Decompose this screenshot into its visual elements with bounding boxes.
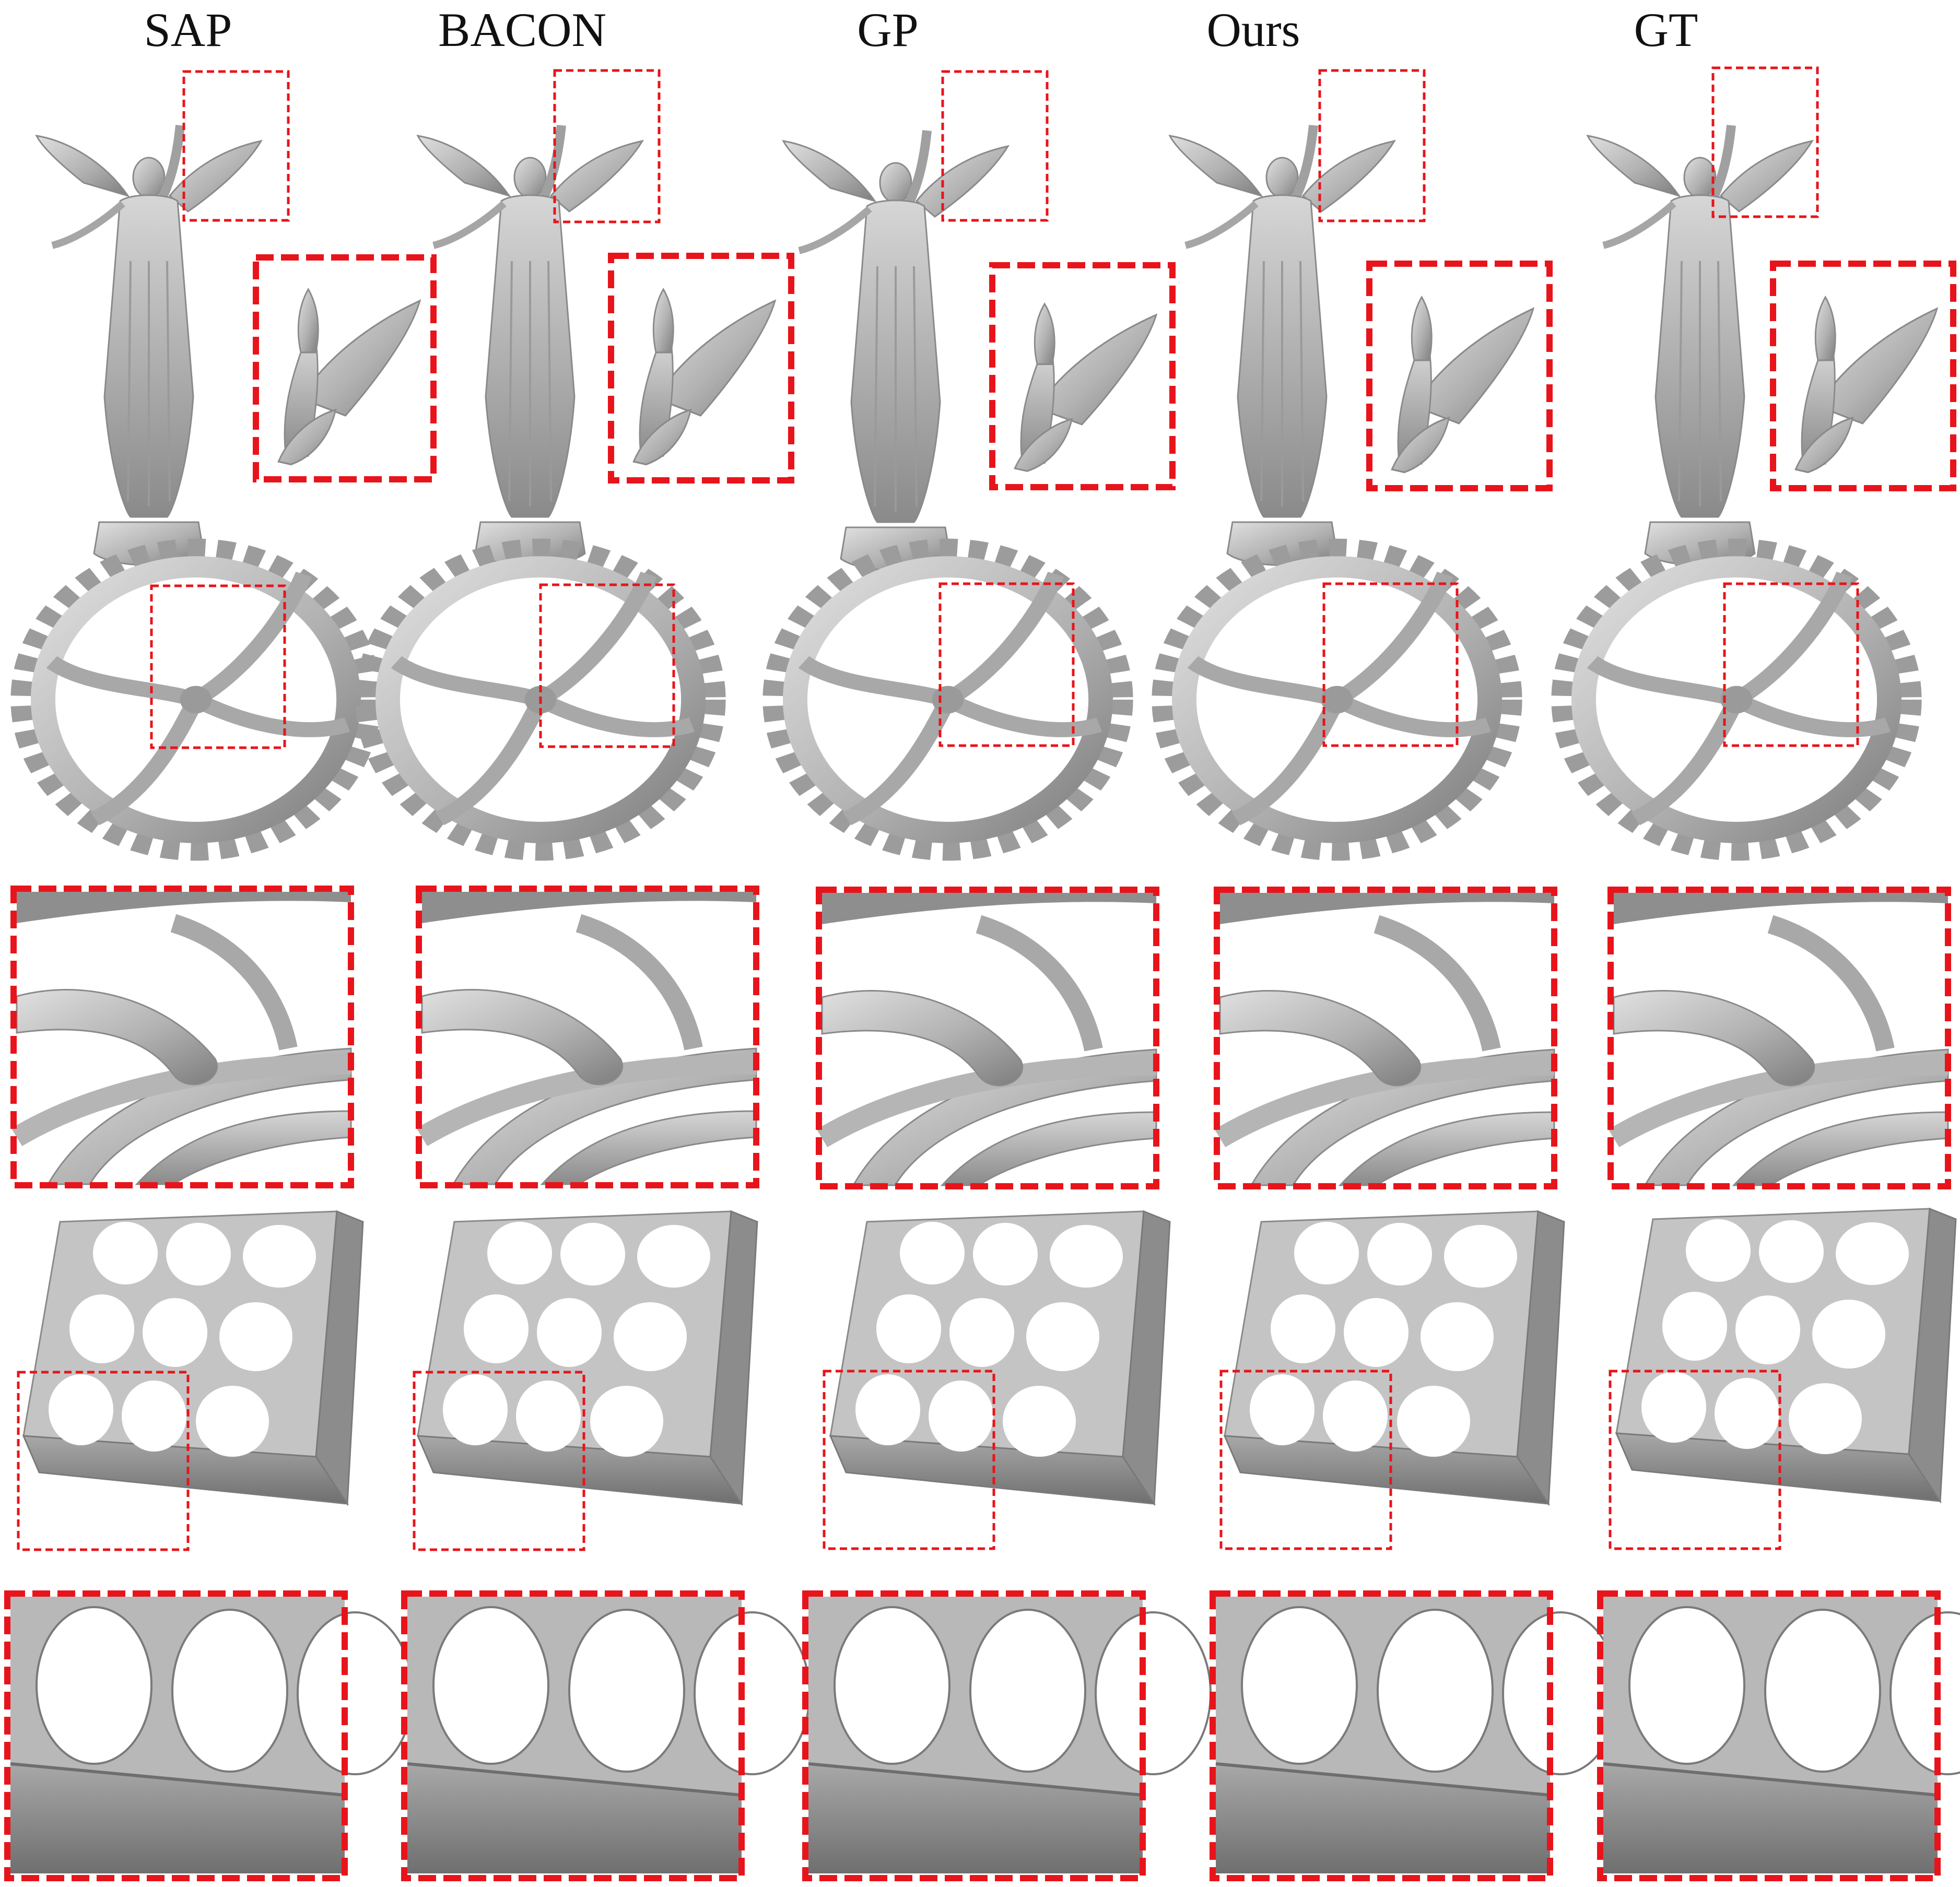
gear-ours-roi xyxy=(1322,582,1459,747)
gear-zoom-sap xyxy=(14,889,351,1185)
plate-ours-roi xyxy=(1219,1370,1392,1550)
gear-zoom-gp xyxy=(819,890,1156,1186)
plate-gt-roi xyxy=(1609,1370,1781,1550)
plate-zoom-ours-box xyxy=(1210,1590,1553,1881)
gear-bacon xyxy=(368,549,713,850)
statue-ours-roi xyxy=(1318,69,1426,222)
plate-zoom-sap xyxy=(4,1590,413,1881)
plate-gp-roi xyxy=(823,1370,995,1550)
statue-sap-roi xyxy=(182,70,290,222)
column-label-ours: Ours xyxy=(1207,3,1300,56)
statue-ours xyxy=(1170,69,1553,565)
plate-sap xyxy=(17,1210,364,1551)
statue-gt-inset-box xyxy=(1770,261,1956,491)
statue-gp xyxy=(783,70,1176,571)
plate-zoom-gp-box xyxy=(802,1590,1146,1881)
plate-zoom-gp xyxy=(802,1590,1211,1881)
statue-bacon xyxy=(418,69,794,565)
column-label-bacon: BACON xyxy=(438,3,606,56)
gear-zoom-ours xyxy=(1217,890,1554,1186)
statue-gt xyxy=(1588,66,1956,565)
statue-bacon-roi xyxy=(553,69,661,223)
gear-zoom-ours-box xyxy=(1214,887,1557,1189)
statue-bacon-inset-box xyxy=(608,253,794,483)
statue-ours-inset-box xyxy=(1366,261,1553,491)
column-label-sap: SAP xyxy=(144,3,232,56)
statue-gt-roi xyxy=(1711,66,1819,218)
plate-sap-roi xyxy=(17,1371,190,1551)
gear-gp xyxy=(775,549,1121,850)
column-label-gp: GP xyxy=(857,3,919,56)
plate-zoom-sap-box xyxy=(4,1590,348,1881)
gear-zoom-gt-box xyxy=(1607,887,1951,1189)
row-plate xyxy=(17,1208,1957,1551)
plate-zoom-gt xyxy=(1597,1590,1960,1881)
row-plate-zoom xyxy=(4,1590,1960,1881)
statue-sap xyxy=(37,70,437,565)
plate-ours xyxy=(1219,1210,1565,1550)
gear-zoom-sap-box xyxy=(10,886,354,1188)
plate-zoom-gt-box xyxy=(1597,1590,1941,1881)
gear-zoom-gp-box xyxy=(816,887,1159,1189)
row-gear xyxy=(23,549,1909,850)
plate-zoom-bacon xyxy=(401,1590,809,1881)
gear-bacon-roi xyxy=(539,583,675,748)
gear-gt xyxy=(1564,549,1909,850)
plate-gt xyxy=(1609,1208,1957,1550)
plate-gp xyxy=(823,1210,1171,1550)
plate-bacon-roi xyxy=(413,1371,585,1551)
statue-gp-roi xyxy=(941,70,1049,222)
statue-gp-inset-box xyxy=(989,262,1176,490)
gear-ours xyxy=(1164,549,1510,850)
gear-sap xyxy=(23,549,369,850)
gear-gt-roi xyxy=(1723,582,1859,747)
gear-gp-roi xyxy=(938,582,1075,747)
gear-zoom-bacon-box xyxy=(416,886,759,1188)
column-label-gt: GT xyxy=(1634,3,1698,56)
row-statue xyxy=(37,66,1956,571)
plate-zoom-ours xyxy=(1210,1590,1618,1881)
statue-sap-inset-box xyxy=(253,254,437,482)
gear-sap-roi xyxy=(150,584,286,749)
row-gear-zoom xyxy=(14,889,1948,1186)
gear-zoom-bacon xyxy=(419,889,756,1185)
gear-zoom-gt xyxy=(1611,890,1948,1186)
plate-bacon xyxy=(413,1210,758,1551)
plate-zoom-bacon-box xyxy=(401,1590,745,1881)
